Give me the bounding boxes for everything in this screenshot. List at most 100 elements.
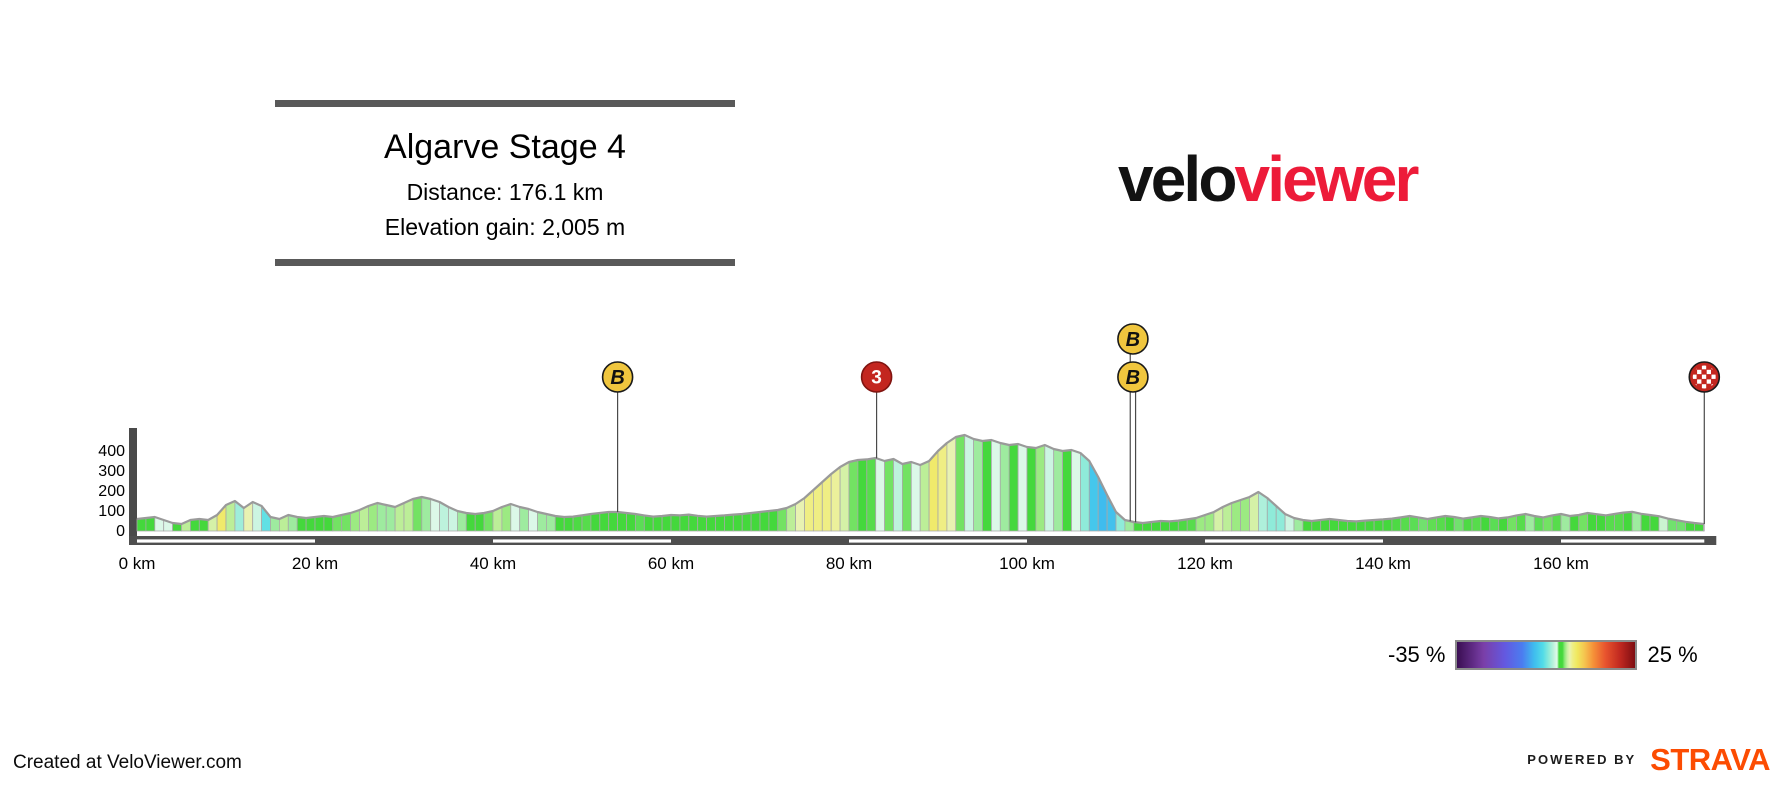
profile-segment <box>581 513 592 532</box>
profile-segment <box>1062 449 1072 532</box>
profile-segment <box>367 502 378 532</box>
stage-title: Algarve Stage 4 <box>384 128 626 166</box>
y-tick-label: 100 <box>98 503 125 520</box>
finish-checker-square <box>1701 384 1707 389</box>
bonus-sprint-label: B <box>1126 367 1140 389</box>
profile-segment <box>145 516 156 532</box>
profile-segment <box>474 512 485 532</box>
profile-segment <box>857 458 868 532</box>
profile-segment <box>750 511 761 532</box>
profile-segment <box>1249 491 1259 532</box>
profile-segment <box>670 514 681 532</box>
profile-segment <box>964 434 974 532</box>
profile-segment <box>572 514 583 532</box>
logo-velo-text: velo <box>1118 143 1237 215</box>
profile-segment <box>635 513 645 532</box>
profile-segment <box>937 442 948 532</box>
profile-segment <box>296 516 307 532</box>
profile-segment <box>430 498 441 532</box>
legend-min-label: -35 % <box>1388 642 1446 667</box>
profile-segment <box>848 459 859 532</box>
profile-segment <box>643 514 654 532</box>
profile-segment <box>919 460 930 532</box>
profile-segment <box>715 514 725 532</box>
veloviewer-logo: veloviewer <box>1118 147 1419 211</box>
profile-segment <box>866 457 877 532</box>
profile-segment <box>1240 496 1250 532</box>
created-at-text: Created at VeloViewer.com <box>13 752 242 773</box>
profile-segment <box>875 457 885 532</box>
profile-segment <box>1480 515 1491 532</box>
profile-segment <box>412 496 423 532</box>
profile-segment <box>1008 443 1019 532</box>
finish-checker-square <box>1706 369 1711 375</box>
profile-segment <box>1373 518 1384 532</box>
profile-outline <box>136 433 1705 526</box>
profile-segment <box>626 512 636 532</box>
x-tick-label: 80 km <box>826 554 872 573</box>
strava-logo: STRAVA <box>1650 742 1770 777</box>
profile-segment <box>261 504 271 532</box>
profile-segment <box>563 516 574 532</box>
finish-checker-square <box>1711 374 1716 379</box>
bonus-sprint-label: B <box>1126 329 1140 351</box>
bonus-sprint-icon <box>601 361 634 393</box>
cat3-climb-icon <box>860 361 893 393</box>
x-tick-label: 160 km <box>1533 554 1589 573</box>
x-tick-label: 0 km <box>119 554 156 573</box>
bonus-sprint-icon <box>1117 323 1149 355</box>
finish-checker-square <box>1701 365 1707 370</box>
profile-segment <box>403 498 414 532</box>
profile-segment <box>1088 459 1099 532</box>
profile-segment <box>732 513 743 532</box>
profile-segment <box>314 515 325 532</box>
x-tick-label: 140 km <box>1355 554 1411 573</box>
profile-segment <box>1569 514 1580 532</box>
profile-segment <box>910 461 921 532</box>
profile-segment <box>305 516 316 532</box>
profile-segment <box>1444 515 1455 532</box>
profile-segment <box>830 466 841 532</box>
gradient-legend-bar <box>1455 640 1638 670</box>
x-tick-label: 120 km <box>1177 554 1233 573</box>
profile-segment <box>537 511 547 532</box>
profile-segment <box>1649 514 1660 532</box>
profile-segment <box>991 439 1001 532</box>
axis-stripe <box>493 539 671 543</box>
profile-segment <box>982 439 992 532</box>
finish-checker-square <box>1697 379 1702 384</box>
cat3-climb-label: 3 <box>871 368 882 389</box>
profile-segment <box>688 514 699 532</box>
profile-segment <box>1160 520 1170 532</box>
profile-segment <box>928 449 939 532</box>
profile-segment <box>1551 513 1562 532</box>
profile-segment <box>1044 444 1055 532</box>
profile-segment <box>323 515 334 532</box>
profile-segment <box>839 461 850 532</box>
profile-segment <box>590 512 601 532</box>
profile-segment <box>661 514 672 532</box>
stage-distance: Distance: 176.1 km <box>406 179 604 206</box>
profile-segment <box>973 438 983 532</box>
stage-summary: Algarve Stage 4 Distance: 176.1 km Eleva… <box>275 100 735 267</box>
profile-segment <box>724 514 734 532</box>
profile-segment <box>946 436 957 532</box>
profile-segment <box>554 515 565 532</box>
profile-segment <box>465 512 476 532</box>
y-tick-label: 200 <box>98 483 125 500</box>
profile-segment <box>1605 513 1615 532</box>
axis-stripe <box>1561 539 1705 543</box>
title-divider-bottom <box>275 259 735 267</box>
profile-segment <box>741 512 752 532</box>
bonus-sprint-icon <box>1117 361 1149 393</box>
profile-segment <box>893 458 903 532</box>
profile-segment <box>483 510 494 532</box>
profile-segment <box>884 458 894 532</box>
y-tick-label: 400 <box>98 443 125 460</box>
stage-elevation-gain: Elevation gain: 2,005 m <box>384 214 626 241</box>
profile-segment <box>1026 446 1037 532</box>
profile-segment <box>1631 511 1642 532</box>
profile-segment <box>679 514 690 532</box>
